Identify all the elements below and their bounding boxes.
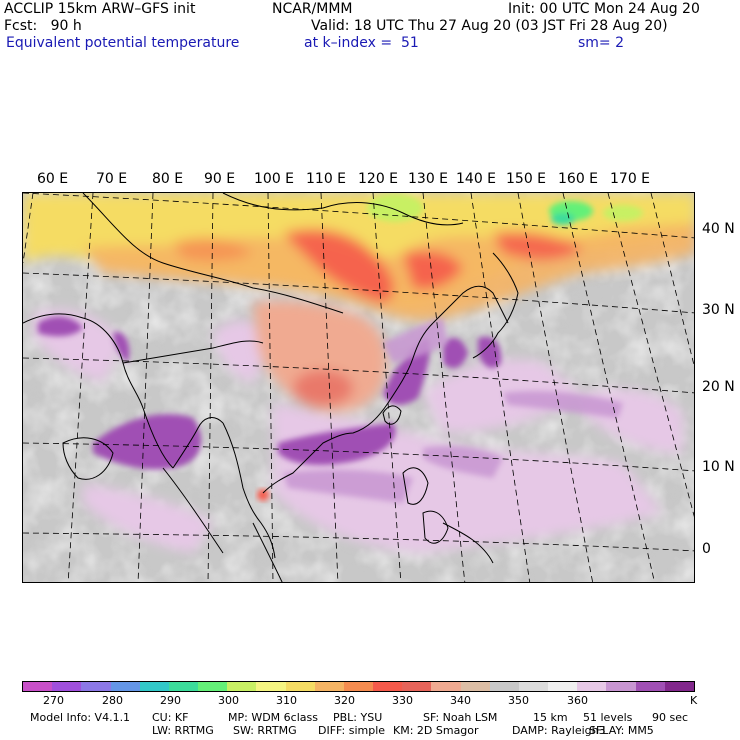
colorbar-tick-label: 280 — [102, 694, 123, 707]
longitude-label: 140 E — [456, 171, 497, 187]
colorbar-swatch — [373, 682, 403, 691]
colorbar-swatch — [198, 682, 228, 691]
colorbar-swatch — [227, 682, 257, 691]
footer-item: CU: KF — [152, 711, 189, 724]
colorbar-tick-label: 310 — [276, 694, 297, 707]
footer-item: LW: RRTMG — [152, 724, 214, 737]
footer-item: SW: RRTMG — [233, 724, 297, 737]
field-name: Equivalent potential temperature — [6, 35, 240, 51]
longitude-label: 100 E — [254, 171, 295, 187]
latitude-label: 10 N — [702, 459, 735, 475]
parallel-lines — [23, 193, 694, 552]
colorbar-swatch — [548, 682, 578, 691]
footer-item: DIFF: simple — [318, 724, 386, 737]
latitude-label: 30 N — [702, 302, 735, 318]
colorbar-swatch — [285, 682, 315, 691]
colorbar-swatch — [23, 682, 53, 691]
meridian-lines — [23, 193, 694, 582]
coastlines — [23, 193, 519, 582]
colorbar-tick-label: 330 — [392, 694, 413, 707]
header-valid: Valid: 18 UTC Thu 27 Aug 20 (03 JST Fri … — [311, 18, 668, 34]
colorbar-tick-label: 320 — [334, 694, 355, 707]
colorbar-swatch — [81, 682, 111, 691]
map-svg — [23, 193, 694, 582]
footer-item: KM: 2D Smagor — [393, 724, 479, 737]
colorbar-swatch — [52, 682, 82, 691]
footer-item: 90 sec — [652, 711, 689, 724]
header-title: ACCLIP 15km ARW–GFS init — [4, 1, 196, 17]
longitude-label: 170 E — [610, 171, 651, 187]
colorbar-swatch — [664, 682, 694, 691]
footer-item: 51 levels — [583, 711, 633, 724]
latitude-label: 0 — [702, 541, 711, 557]
map-panel — [22, 192, 695, 583]
level-index: at k–index = 51 — [304, 35, 419, 51]
header-org: NCAR/MMM — [272, 1, 353, 17]
longitude-label: 80 E — [152, 171, 184, 187]
warm-northern-band — [23, 193, 694, 321]
footer-item: 15 km — [533, 711, 568, 724]
latitude-label: 20 N — [702, 379, 735, 395]
colorbar-swatch — [314, 682, 344, 691]
china-warm-region — [253, 301, 387, 412]
colorbar-swatch — [110, 682, 140, 691]
colorbar-swatch — [635, 682, 665, 691]
latitude-label: 40 N — [702, 221, 735, 237]
mid-purple-bands — [283, 318, 623, 503]
colorbar-swatch — [577, 682, 607, 691]
footer-item: PBL: YSU — [333, 711, 383, 724]
footer-item: SF: Noah LSM — [423, 711, 498, 724]
colorbar-tick-label: 360 — [567, 694, 588, 707]
footer-item: DAMP: Rayleigh3 — [512, 724, 606, 737]
colorbar-tick-label: 290 — [160, 694, 181, 707]
colorbar-swatch — [256, 682, 286, 691]
longitude-label: 110 E — [306, 171, 347, 187]
colorbar-swatch — [402, 682, 432, 691]
colorbar-swatch — [168, 682, 199, 691]
longitude-label: 60 E — [37, 171, 69, 187]
footer-item: MP: WDM 6class — [228, 711, 318, 724]
colorbar-tick-label: 350 — [508, 694, 529, 707]
colorbar-tick-label: 300 — [218, 694, 239, 707]
colorbar-swatch — [518, 682, 549, 691]
warm-spot — [257, 489, 269, 501]
longitude-label: 90 E — [204, 171, 236, 187]
colorbar-swatch — [606, 682, 636, 691]
longitude-label: 120 E — [358, 171, 399, 187]
colorbar-swatch — [489, 682, 519, 691]
smoothing: sm= 2 — [578, 35, 625, 51]
deep-purple-regions — [38, 316, 502, 470]
colorbar — [22, 681, 695, 692]
footer-item: SFLAY: MM5 — [589, 724, 654, 737]
longitude-label: 70 E — [96, 171, 128, 187]
longitude-label: 160 E — [558, 171, 599, 187]
header-forecast: Fcst: 90 h — [4, 18, 82, 34]
header-init: Init: 00 UTC Mon 24 Aug 20 — [508, 1, 700, 17]
footer-item: Model Info: V4.1.1 — [30, 711, 131, 724]
colorbar-swatch — [431, 682, 461, 691]
colorbar-swatch — [460, 682, 490, 691]
colorbar-swatch — [343, 682, 374, 691]
colorbar-tick-label: 340 — [450, 694, 471, 707]
green-pockets — [367, 194, 643, 225]
longitude-label: 130 E — [408, 171, 449, 187]
colorbar-unit: K — [690, 694, 698, 707]
longitude-label: 150 E — [506, 171, 547, 187]
colorbar-tick-label: 270 — [43, 694, 64, 707]
colorbar-swatch — [139, 682, 169, 691]
